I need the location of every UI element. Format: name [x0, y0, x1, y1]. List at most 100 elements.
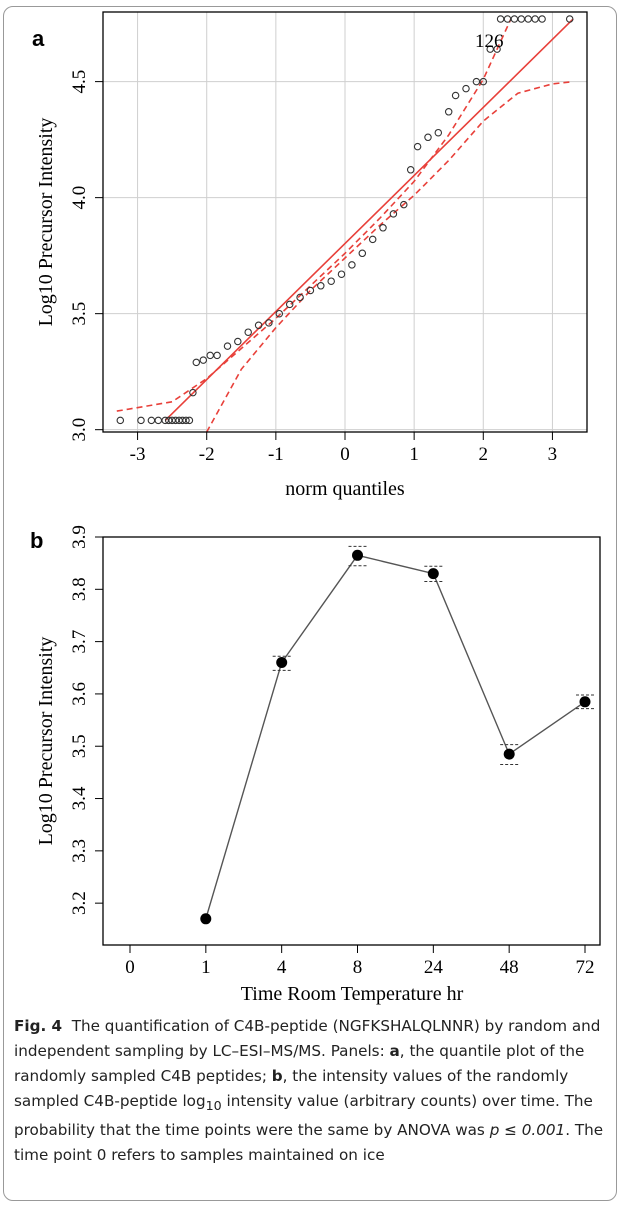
- figure-frame: [3, 6, 617, 1201]
- x-tick-label: 1: [201, 957, 211, 978]
- x-tick-label: 4: [277, 957, 287, 978]
- data-point: [337, 270, 346, 278]
- x-axis-label: norm quantiles: [285, 478, 405, 500]
- data-point: [276, 657, 288, 668]
- y-axis-label: Log10 Precursor Intensity: [35, 118, 57, 327]
- data-point: [524, 15, 532, 23]
- caption-p-value: p ≤ 0.001: [489, 1121, 566, 1140]
- point-annotation: 126: [475, 31, 504, 52]
- data-point: [517, 15, 526, 23]
- data-point: [147, 416, 156, 425]
- x-axis-label: Time Room Temperature hr: [241, 983, 464, 1005]
- caption-text-4: intensity value (arbitrary counts) over …: [14, 1092, 593, 1140]
- data-point: [116, 416, 125, 425]
- reference-line: [164, 18, 574, 421]
- y-tick-label: 3.9: [69, 525, 90, 549]
- figure-caption: Fig. 4 The quantification of C4B-peptide…: [14, 1014, 610, 1168]
- data-point: [427, 568, 439, 580]
- data-point: [306, 286, 315, 295]
- data-point: [358, 249, 367, 258]
- caption-fig-label: Fig. 4: [14, 1017, 63, 1035]
- y-tick-label: 4.5: [69, 70, 90, 94]
- data-point: [275, 309, 284, 318]
- data-point: [503, 748, 515, 760]
- data-point: [223, 342, 232, 350]
- data-point: [296, 293, 304, 302]
- data-point: [265, 319, 273, 327]
- data-point: [317, 282, 325, 290]
- panel-letter-b: b: [30, 528, 43, 553]
- data-point: [199, 356, 208, 364]
- caption-text-1: The quantification of C4B-peptide (NGFKS…: [14, 1017, 601, 1060]
- data-point: [413, 142, 422, 151]
- y-tick-label: 3.4: [69, 786, 90, 810]
- x-tick-label: 24: [424, 957, 444, 978]
- caption-text-5: . The time point 0 refers to samples mai…: [14, 1121, 604, 1165]
- data-point: [168, 416, 176, 425]
- y-tick-label: 3.2: [69, 891, 90, 915]
- x-tick-label: 0: [125, 957, 135, 978]
- plot-frame: [102, 536, 601, 946]
- x-tick-label: 3: [548, 444, 558, 465]
- data-point: [462, 84, 470, 93]
- data-point: [503, 15, 512, 23]
- data-point: [424, 133, 432, 142]
- y-axis-label: Log10 Precursor Intensity: [35, 637, 57, 846]
- data-point: [182, 416, 190, 425]
- x-tick-label: -2: [199, 444, 215, 465]
- y-tick-label: 3.5: [69, 734, 90, 758]
- data-point: [389, 210, 398, 218]
- caption-text-2: , the quantile plot of the randomly samp…: [14, 1042, 585, 1085]
- data-point: [254, 321, 263, 330]
- x-tick-label: 8: [353, 957, 363, 978]
- data-point: [189, 388, 197, 397]
- data-point: [510, 15, 519, 23]
- caption-text-3: , the intensity values of the randomly s…: [14, 1067, 569, 1110]
- data-point: [137, 416, 145, 425]
- data-point: [213, 351, 221, 360]
- data-point: [496, 15, 505, 23]
- x-tick-label: 72: [576, 957, 595, 978]
- data-point: [285, 300, 294, 309]
- y-tick-label: 3.8: [69, 577, 90, 601]
- y-tick-label: 4.0: [69, 186, 90, 210]
- data-point: [185, 416, 194, 425]
- panel-a-qq-plot: 126 -3 -2 -1 0 1 2 3 3.0 3.5 4.0 4.5 norm quantiles L…: [35, 11, 588, 500]
- data-point: [327, 277, 335, 285]
- x-tick-label: 48: [500, 957, 519, 978]
- data-point: [400, 200, 408, 209]
- data-point: [348, 261, 356, 269]
- data-point: [154, 416, 163, 425]
- x-tick-label: 1: [409, 444, 419, 465]
- data-point: [379, 224, 387, 232]
- data-point: [579, 696, 591, 708]
- x-tick-label: -1: [268, 444, 284, 465]
- panel-letter-a: a: [32, 26, 45, 51]
- data-point: [368, 235, 377, 244]
- envelope-upper: [116, 18, 512, 412]
- figure-canvas: a 126 -3 -2 -1 0 1 2 3 3.0 3.5 4.0 4.5 norm quantile…: [30, 11, 601, 1005]
- data-point: [206, 351, 214, 360]
- data-point: [234, 337, 242, 346]
- data-point: [493, 45, 501, 53]
- data-point: [406, 166, 415, 174]
- data-point: [531, 15, 539, 23]
- envelope-lower: [205, 80, 574, 432]
- data-point: [451, 91, 460, 100]
- data-point: [200, 913, 212, 925]
- data-point: [352, 549, 363, 561]
- y-tick-label: 3.6: [69, 682, 90, 706]
- y-tick-label: 3.7: [69, 630, 90, 654]
- data-point: [538, 15, 546, 23]
- x-tick-label: 2: [479, 444, 489, 465]
- y-tick-label: 3.5: [69, 302, 90, 326]
- caption-panel-b: b: [271, 1067, 283, 1085]
- caption-panel-a: a: [389, 1042, 400, 1060]
- data-point: [434, 128, 443, 137]
- y-tick-label: 3.0: [69, 418, 90, 442]
- data-point: [444, 108, 453, 116]
- x-tick-label: -3: [130, 444, 146, 465]
- series-line: [205, 554, 586, 919]
- caption-subscript: 10: [205, 1098, 222, 1114]
